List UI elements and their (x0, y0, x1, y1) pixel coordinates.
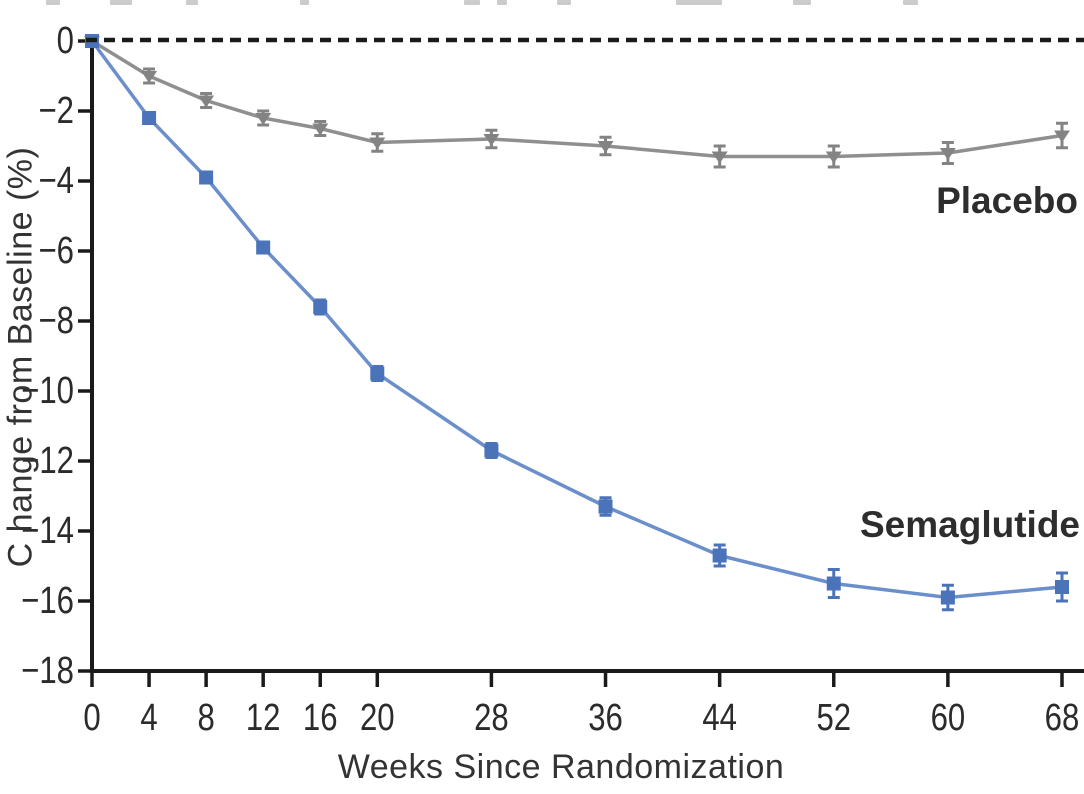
placebo-marker (369, 137, 386, 150)
placebo-marker (312, 123, 329, 136)
x-tick-label-group: 4 (140, 697, 157, 739)
placebo-marker (483, 134, 500, 146)
semaglutide-marker (370, 366, 385, 381)
x-axis-title: Weeks Since Randomization (337, 748, 785, 786)
semaglutide-marker (142, 111, 157, 125)
placebo-marker (141, 71, 158, 83)
y-tick-label-group: −14 (21, 510, 74, 552)
placebo-series-label: Placebo (936, 180, 1078, 221)
y-tick-label-group: −18 (21, 650, 74, 692)
semaglutide-marker (826, 576, 841, 591)
y-tick-label-group: −6 (38, 230, 74, 272)
x-tick-label-group: 68 (1045, 697, 1080, 739)
x-tick-label-group: 16 (303, 697, 338, 739)
placebo-marker (711, 151, 728, 164)
cropped-text-fragment (557, 0, 571, 5)
cropped-text-fragment (464, 0, 480, 5)
x-tick-label: 36 (588, 697, 623, 739)
x-tick-label-group: 44 (702, 697, 737, 739)
x-tick-label: 12 (246, 697, 281, 739)
y-tick-label-group: 0 (57, 20, 74, 62)
cropped-text-fragment (46, 0, 60, 5)
semaglutide-marker (256, 240, 271, 255)
placebo-marker (198, 95, 215, 108)
x-tick-label: 60 (931, 697, 966, 739)
y-tick-label: −16 (21, 580, 74, 622)
y-tick-label: −18 (21, 650, 74, 692)
x-tick-label: 8 (197, 697, 214, 739)
x-tick-label-group: 52 (816, 697, 851, 739)
placebo-marker (825, 151, 842, 164)
y-tick-label-group: −8 (38, 300, 74, 342)
semaglutide-marker (598, 499, 613, 514)
x-tick-label: 52 (816, 697, 851, 739)
x-tick-label: 28 (474, 697, 509, 739)
placebo-marker (597, 141, 614, 153)
cropped-text-fragment (903, 0, 918, 5)
y-tick-label-group: −16 (21, 580, 74, 622)
x-tick-label: 16 (303, 697, 338, 739)
y-tick-label: −8 (38, 300, 74, 342)
x-tick-label-group: 8 (197, 697, 214, 739)
y-tick-label: −14 (21, 510, 74, 552)
y-tick-label-group: −10 (21, 370, 74, 412)
cropped-text-fragment (300, 0, 309, 5)
x-tick-label-group: 12 (246, 697, 281, 739)
x-tick-label-group: 36 (588, 697, 623, 739)
cropped-text-fragment (676, 0, 722, 5)
x-tick-label: 68 (1045, 697, 1080, 739)
cropped-text-fragment (497, 0, 507, 5)
y-tick-label-group: −4 (38, 160, 74, 202)
cropped-text-fragment (110, 0, 132, 5)
x-tick-label: 44 (702, 697, 737, 739)
y-tick-label-group: −2 (38, 90, 74, 132)
y-tick-label-group: −12 (21, 440, 74, 482)
y-tick-label: −10 (21, 370, 74, 412)
y-tick-label: −4 (38, 160, 74, 202)
y-axis-title: C hange from Baseline (%) (1, 146, 40, 568)
cropped-text-fragment (793, 0, 811, 5)
x-tick-label-group: 0 (83, 697, 100, 739)
semaglutide-marker (199, 170, 214, 185)
semaglutide-marker (940, 590, 955, 605)
x-tick-label-group: 20 (360, 697, 395, 739)
semaglutide-marker (484, 443, 499, 458)
y-tick-label: −12 (21, 440, 74, 482)
placebo-marker (939, 148, 956, 160)
semaglutide-marker (1055, 580, 1069, 594)
x-tick-label: 0 (83, 697, 100, 739)
semaglutide-series-line (90, 39, 1064, 600)
cropped-text-fragment (186, 0, 198, 5)
placebo-series-line (90, 39, 1064, 159)
y-tick-label: −2 (38, 90, 74, 132)
x-tick-label: 20 (360, 697, 395, 739)
y-tick-label: 0 (57, 20, 74, 62)
semaglutide-series-label: Semaglutide (860, 504, 1080, 545)
x-tick-label: 4 (140, 697, 157, 739)
x-tick-label-group: 28 (474, 697, 509, 739)
placebo-marker (1054, 130, 1070, 143)
x-tick-label-group: 60 (931, 697, 966, 739)
placebo-marker (255, 113, 272, 125)
y-tick-label: −6 (38, 230, 74, 272)
semaglutide-marker (712, 548, 727, 563)
semaglutide-marker (313, 300, 328, 314)
cropped-title-fragments (0, 0, 1084, 8)
